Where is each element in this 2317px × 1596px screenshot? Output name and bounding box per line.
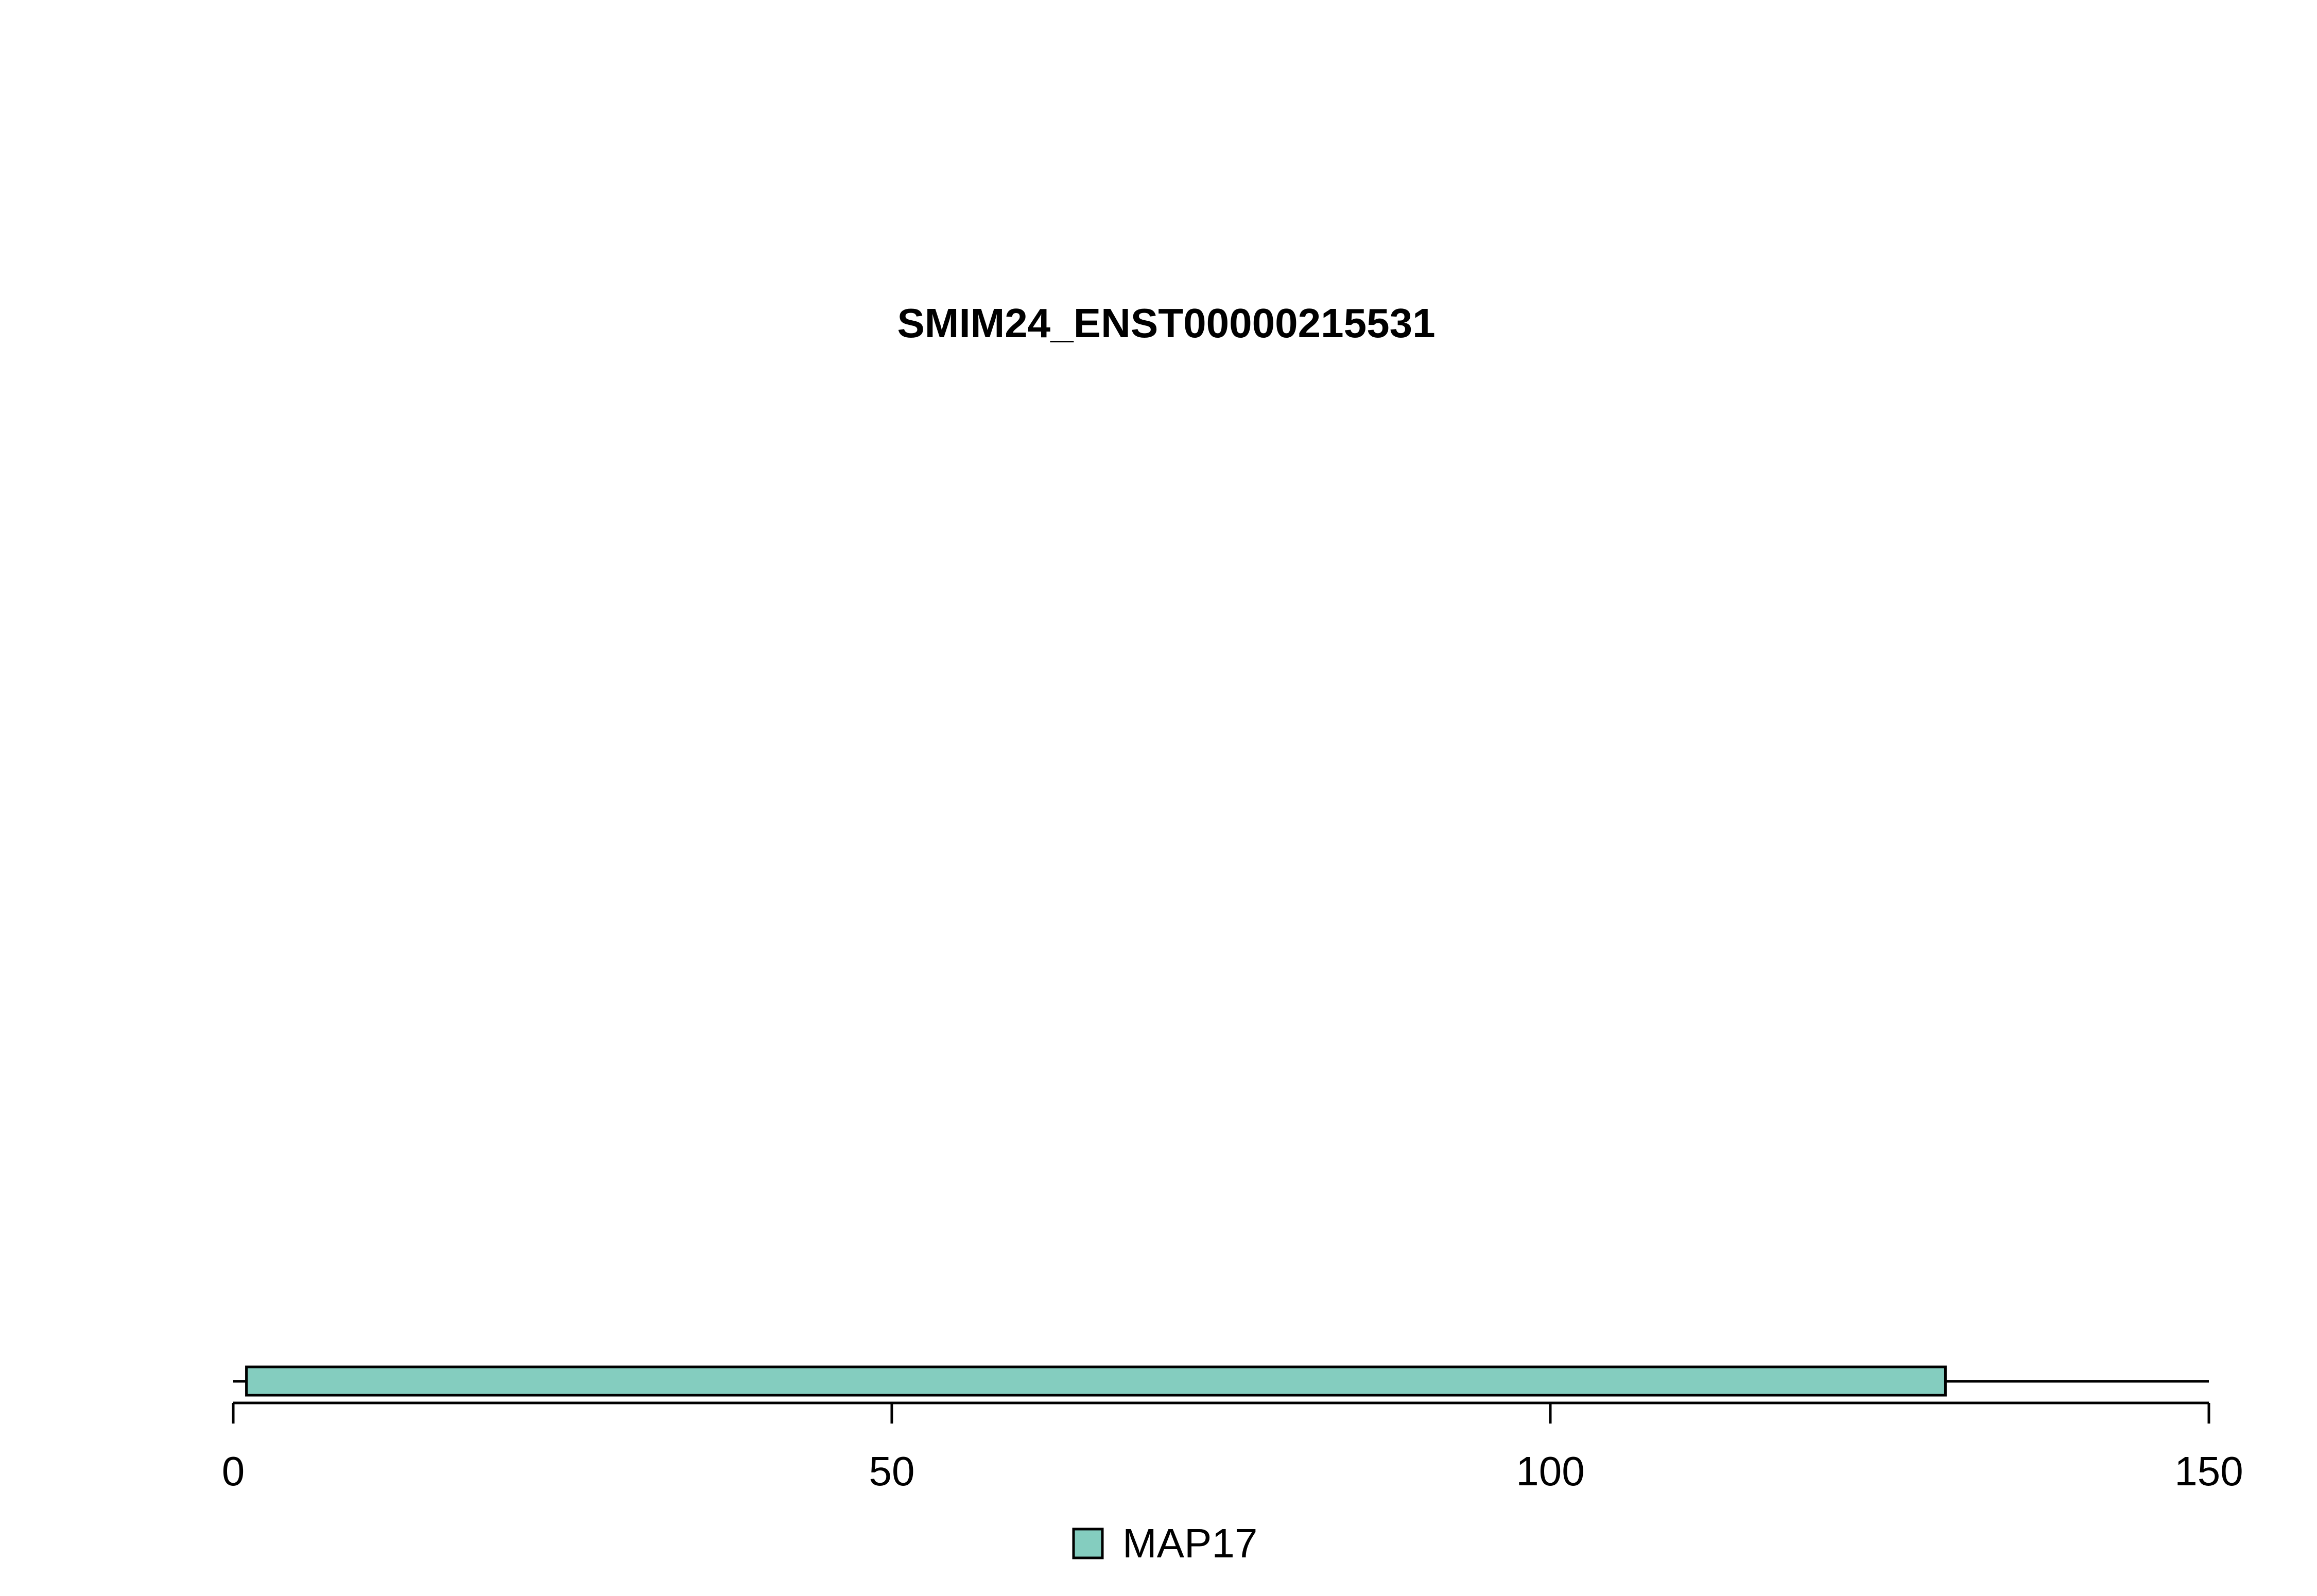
x-tick-label: 100 xyxy=(1516,1448,1584,1494)
chart-title: SMIM24_ENST00000215531 xyxy=(897,300,1435,346)
x-tick-label: 150 xyxy=(2174,1448,2243,1494)
legend-swatch xyxy=(1072,1528,1104,1559)
legend: MAP17 xyxy=(1072,1520,1257,1566)
x-tick-label: 50 xyxy=(869,1448,915,1494)
domain-box-map17 xyxy=(245,1365,1947,1397)
x-tick-label: 0 xyxy=(222,1448,245,1494)
domain-layer xyxy=(245,1365,1947,1397)
legend-label: MAP17 xyxy=(1122,1520,1257,1566)
x-axis: 0 50 100 150 xyxy=(222,1401,2243,1494)
